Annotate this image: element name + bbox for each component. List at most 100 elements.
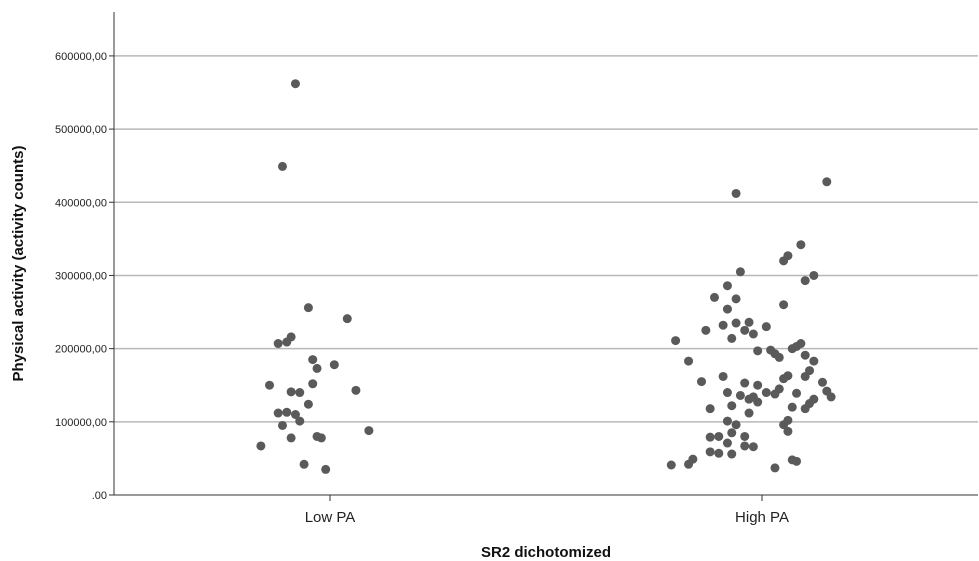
- data-point: [364, 426, 374, 436]
- y-axis-ticks: .00 100000,00 200000,00 300000,00 400000,00 5…: [55, 51, 114, 502]
- data-point: [770, 389, 780, 399]
- data-point: [770, 463, 780, 473]
- y-axis-title: Physical activity (activity counts): [10, 146, 27, 382]
- data-point: [735, 390, 745, 400]
- data-point: [796, 240, 806, 250]
- data-point: [817, 377, 827, 387]
- data-point: [727, 428, 737, 438]
- data-point: [761, 388, 771, 398]
- y-tick-label: 500000,00: [55, 124, 107, 136]
- data-point: [727, 333, 737, 343]
- data-point: [265, 380, 275, 390]
- y-tick-label: 400000,00: [55, 197, 107, 209]
- data-point: [800, 371, 810, 381]
- data-point: [308, 379, 318, 389]
- data-point: [731, 318, 741, 328]
- data-point: [783, 426, 793, 436]
- data-point: [727, 449, 737, 459]
- data-point: [256, 441, 266, 451]
- data-point: [342, 314, 352, 324]
- data-point: [303, 303, 313, 313]
- data-point: [722, 416, 732, 426]
- data-point: [809, 270, 819, 280]
- data-point: [709, 292, 719, 302]
- data-point: [718, 320, 728, 330]
- data-point: [286, 387, 296, 397]
- data-point: [303, 399, 313, 409]
- data-point: [727, 401, 737, 411]
- data-point: [722, 438, 732, 448]
- data-point: [290, 79, 300, 89]
- data-point: [740, 325, 750, 335]
- y-tick-label: 600000,00: [55, 51, 107, 63]
- data-point: [761, 322, 771, 332]
- data-point: [282, 407, 292, 417]
- y-tick-label: 300000,00: [55, 270, 107, 282]
- data-point: [753, 380, 763, 390]
- data-point: [787, 402, 797, 412]
- data-point: [722, 304, 732, 314]
- data-point: [779, 420, 789, 430]
- data-point: [792, 456, 802, 466]
- data-point: [800, 350, 810, 360]
- data-point: [351, 385, 361, 395]
- data-point: [740, 378, 750, 388]
- data-point: [684, 459, 694, 469]
- data-point: [740, 431, 750, 441]
- data-point: [787, 344, 797, 354]
- data-point: [299, 459, 309, 469]
- data-point: [779, 300, 789, 310]
- data-point: [701, 325, 711, 335]
- data-point: [321, 464, 331, 474]
- data-point: [705, 404, 715, 414]
- data-point: [295, 416, 305, 426]
- data-point: [286, 433, 296, 443]
- data-point: [277, 420, 287, 430]
- data-point: [273, 339, 283, 349]
- x-axis-title: SR2 dichotomized: [481, 544, 611, 561]
- data-point: [748, 329, 758, 339]
- y-tick-label: 100000,00: [55, 417, 107, 429]
- data-point: [792, 388, 802, 398]
- data-point: [329, 360, 339, 370]
- data-point: [731, 188, 741, 198]
- x-axis-ticks: Low PA High PA: [305, 495, 789, 526]
- data-point: [295, 388, 305, 398]
- data-point: [753, 397, 763, 407]
- data-point: [774, 352, 784, 362]
- data-point: [735, 267, 745, 277]
- data-point: [748, 442, 758, 452]
- data-point: [666, 460, 676, 470]
- data-point: [286, 332, 296, 342]
- data-point: [714, 431, 724, 441]
- data-point: [290, 410, 300, 419]
- x-tick-label: Low PA: [305, 509, 356, 526]
- data-point: [697, 377, 707, 387]
- data-point: [316, 433, 326, 443]
- data-point: [718, 371, 728, 381]
- x-tick-label: High PA: [735, 509, 789, 526]
- data-point: [273, 408, 283, 418]
- data-point: [714, 448, 724, 458]
- data-point: [731, 294, 741, 304]
- data-point: [308, 355, 318, 365]
- y-tick-label: 200000,00: [55, 344, 107, 356]
- data-point: [744, 394, 754, 404]
- y-tick-label: .00: [92, 490, 107, 502]
- data-point: [800, 404, 810, 414]
- data-point: [744, 317, 754, 327]
- data-point: [800, 276, 810, 286]
- grid-lines: [114, 55, 978, 423]
- data-point: [740, 441, 750, 451]
- data-point: [312, 363, 322, 373]
- data-point: [822, 177, 832, 187]
- data-point: [826, 392, 836, 402]
- data-point: [779, 374, 789, 384]
- data-point: [731, 420, 741, 430]
- data-point: [722, 281, 732, 291]
- data-point: [277, 161, 287, 171]
- data-point: [753, 346, 763, 356]
- data-point: [744, 408, 754, 418]
- data-point: [809, 356, 819, 366]
